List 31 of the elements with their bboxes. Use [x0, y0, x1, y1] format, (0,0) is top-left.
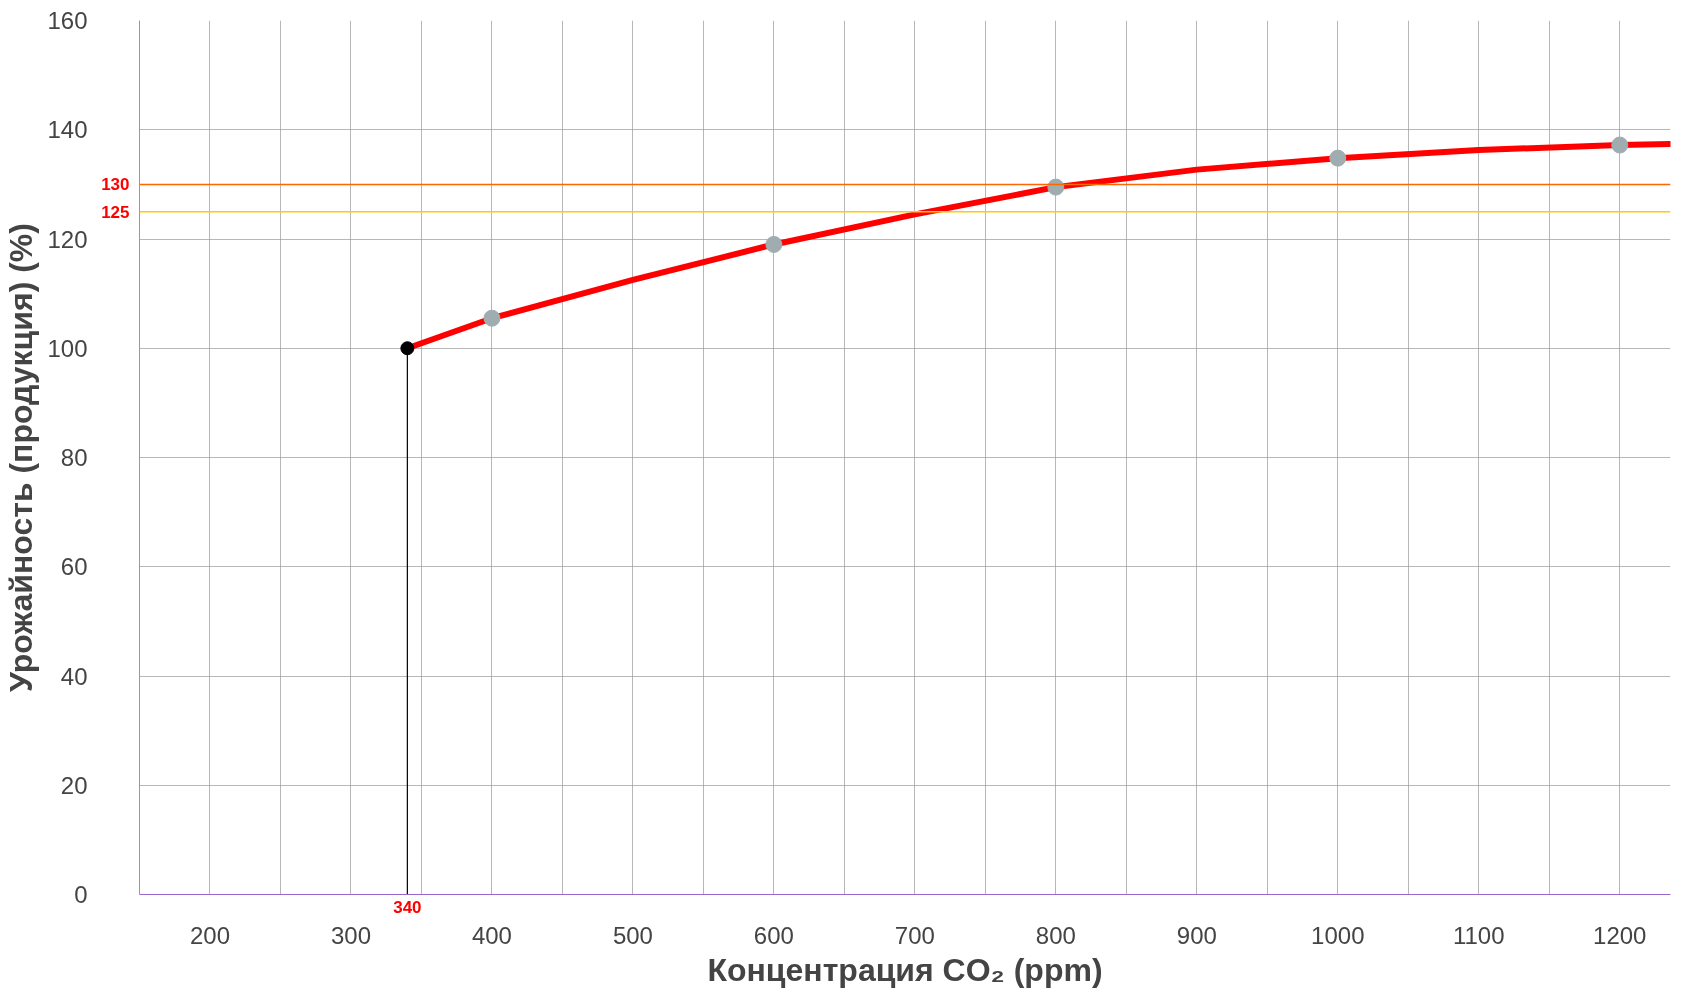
y-tick-label: 120: [47, 225, 88, 253]
x-tick-label: 400: [471, 921, 512, 949]
y-tick-label: 80: [60, 444, 88, 471]
y-tick-label: 60: [60, 553, 88, 581]
x-tick-label: 1000: [1311, 921, 1365, 949]
y-tick-label: 40: [60, 662, 88, 690]
x-tick-label: 500: [612, 921, 653, 949]
point: [1611, 136, 1629, 154]
x-tick-label: 200: [189, 921, 231, 949]
y-tick-label: 0: [74, 881, 88, 908]
point: [1047, 178, 1065, 196]
x-axis-title: Концентрация CO₂ (ppm): [707, 951, 1103, 988]
x-tick-label: 600: [753, 921, 794, 949]
x-tick-label: 900: [1176, 921, 1217, 949]
y-tick-label: 160: [47, 7, 88, 34]
y-axis-title: Урожайность (продукция) (%): [3, 223, 40, 692]
point: [1329, 149, 1347, 167]
ref-line-label: 130: [101, 175, 130, 195]
point: [483, 309, 501, 327]
y-tick-label: 100: [47, 334, 88, 362]
point: [400, 341, 415, 356]
ref-line-label: 125: [101, 202, 130, 222]
x-tick-label: 800: [1035, 921, 1076, 949]
x-tick-label: 700: [894, 921, 935, 949]
x-tick-label: 1200: [1593, 921, 1647, 949]
y-tick-label: 20: [60, 771, 88, 799]
x-tick-label: 300: [330, 921, 371, 949]
y-tick-label: 140: [47, 116, 88, 144]
x-tick-label: 1100: [1452, 921, 1505, 949]
point: [765, 235, 783, 253]
annotation: 340: [393, 897, 422, 917]
